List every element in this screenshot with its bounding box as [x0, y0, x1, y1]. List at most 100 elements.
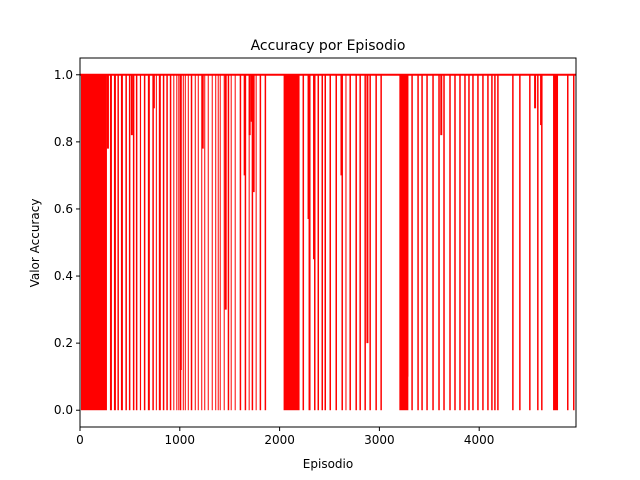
series-drop-block — [227, 74, 230, 411]
series-drop-block — [223, 74, 225, 411]
ticks-layer: 0 1000 2000 3000 4000 0.0 0.2 0.4 0.6 0.8 1.0 — [54, 68, 495, 447]
x-axis-label: Episodio — [303, 457, 353, 471]
series-drop-block — [143, 74, 146, 411]
series-drop-block — [491, 74, 493, 411]
series-drop-block — [80, 74, 107, 411]
series-drop-block — [421, 74, 423, 411]
series-drop-block — [541, 74, 543, 411]
series-drop-block — [264, 74, 267, 411]
y-tick-label: 0.8 — [54, 135, 73, 149]
series-drop-block — [553, 74, 559, 411]
x-tick-label: 3000 — [364, 433, 395, 447]
series-drop-block — [308, 74, 311, 411]
series-drop-block — [477, 74, 479, 411]
series-drop-block — [194, 74, 196, 411]
series-drop-block — [454, 74, 456, 411]
series-drop-block — [113, 74, 116, 411]
series-drop-block — [190, 74, 193, 411]
series-drop-block — [321, 74, 324, 411]
series-drop-block — [152, 74, 154, 411]
series-drop-block — [364, 74, 366, 411]
x-tick-label: 4000 — [464, 433, 495, 447]
plot-frame — [79, 57, 577, 428]
y-tick-label: 1.0 — [54, 68, 73, 82]
series-drop-block — [255, 74, 257, 411]
series-drop-block — [230, 74, 232, 411]
series-drop-block — [380, 74, 382, 411]
series-drop-block — [329, 74, 331, 411]
y-tick-label: 0.6 — [54, 202, 73, 216]
series-drop-block — [248, 74, 250, 411]
series-drop-block — [345, 74, 347, 411]
series-drop-block — [317, 74, 320, 411]
series-drop-block — [162, 74, 165, 411]
series-drop-block — [244, 74, 247, 411]
series-drop-block — [324, 74, 327, 411]
series-drop-block — [375, 74, 377, 411]
series-drop-block — [497, 74, 499, 411]
series-drop-block — [251, 74, 254, 411]
series-drop-block — [432, 74, 434, 411]
series-drop-block — [139, 74, 142, 411]
series-drop-block — [184, 74, 186, 411]
series-drop-block — [158, 74, 161, 411]
series-drop-block — [234, 74, 236, 411]
series-drop-block — [369, 74, 371, 411]
series-drop-block — [204, 74, 206, 411]
series-drop-block — [117, 74, 119, 411]
x-tick-label: 2000 — [264, 433, 295, 447]
series-drop-block — [512, 74, 514, 411]
series-layer — [80, 73, 576, 411]
series-drop-block — [464, 74, 466, 411]
series-drop-block — [135, 74, 138, 411]
series-drop-block — [302, 74, 305, 411]
y-tick-label: 0.2 — [54, 336, 73, 350]
series-drop-block — [472, 74, 474, 411]
series-drop-block — [169, 74, 172, 411]
series-drop-block — [178, 74, 180, 411]
series-drop-block — [187, 74, 189, 411]
series-drop-block — [567, 74, 569, 411]
series-drop-block — [182, 74, 184, 411]
series-drop-block — [399, 74, 409, 411]
series-drop-block — [443, 74, 445, 411]
y-axis-label: Valor Accuracy — [28, 199, 42, 288]
series-drop-block — [239, 74, 242, 411]
series-drop-block — [109, 74, 112, 411]
series-drop-block — [176, 74, 178, 411]
series-drop-block — [211, 74, 213, 411]
series-drop-block — [132, 74, 135, 411]
chart-title: Accuracy por Episodio — [251, 38, 406, 54]
series-drop-block — [283, 74, 300, 411]
series-drop-block — [411, 74, 413, 411]
series-drop-block — [438, 74, 440, 411]
series-drop-block — [120, 74, 123, 411]
series-drop-block — [426, 74, 428, 411]
series-drop-block — [215, 74, 217, 411]
series-drop-block — [335, 74, 337, 411]
series-drop-block — [494, 74, 496, 411]
series-drop-block — [207, 74, 209, 411]
series-drop-block — [201, 74, 203, 411]
y-tick-label: 0.0 — [54, 403, 73, 417]
x-tick-label: 0 — [76, 433, 84, 447]
series-drop-block — [449, 74, 451, 411]
series-drop-block — [482, 74, 484, 411]
series-drop-block — [459, 74, 461, 411]
series-drop-block — [359, 74, 361, 411]
x-tick-label: 1000 — [165, 433, 196, 447]
plot-area — [80, 58, 576, 427]
series-drop-block — [173, 74, 175, 411]
series-drop-block — [519, 74, 521, 411]
series-drop-block — [219, 74, 221, 411]
series-drop-block — [341, 74, 343, 411]
series-drop-block — [529, 74, 531, 411]
series-drop-block — [259, 74, 262, 411]
series-drop-block — [128, 74, 131, 411]
series-drop-block — [217, 74, 219, 411]
series-drop-block — [487, 74, 489, 411]
series-drop-block — [417, 74, 419, 411]
series-drop-block — [349, 74, 351, 411]
series-drop-block — [355, 74, 357, 411]
